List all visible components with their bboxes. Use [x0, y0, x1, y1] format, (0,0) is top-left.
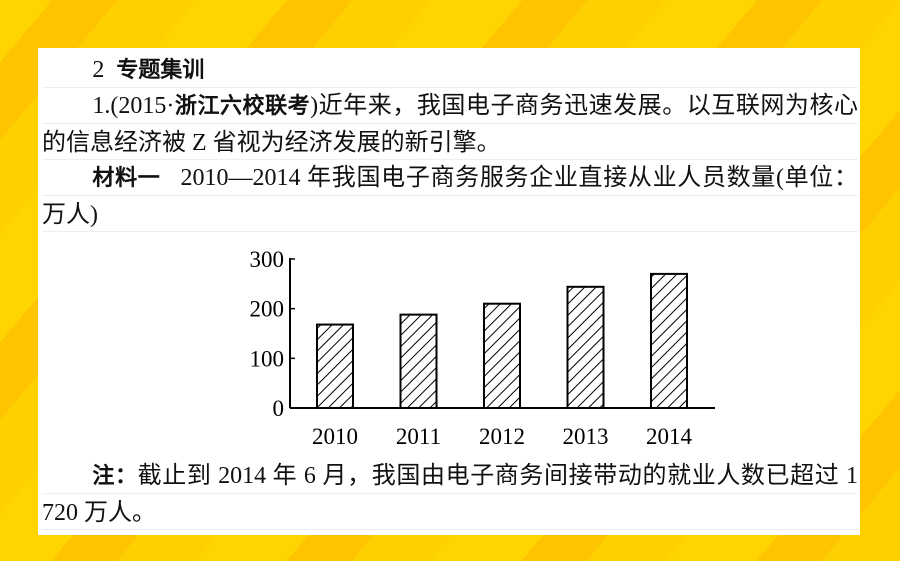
question-number: 1.(2015·	[92, 93, 175, 119]
content-panel: 2 专题集训 1.(2015·浙江六校联考)近年来，我国电子商务迅速发展。以互联…	[38, 48, 860, 535]
section-heading: 2 专题集训	[42, 52, 858, 89]
y-tick-label: 100	[250, 346, 285, 371]
y-tick-label: 300	[250, 247, 285, 272]
section-title: 专题集训	[116, 58, 205, 83]
section-number: 2	[92, 57, 105, 83]
x-tick-label: 2010	[312, 424, 358, 449]
y-tick-label: 200	[250, 297, 285, 322]
material-text: 2010—2014 年我国电子商务服务企业直接从业人员数量(单位：万人)	[42, 165, 858, 228]
x-tick-label: 2013	[563, 424, 609, 449]
x-tick-label: 2011	[396, 424, 441, 449]
y-tick-label: 0	[273, 396, 285, 421]
bar	[399, 313, 438, 410]
question-text: )近年来，我国电子商务迅速发展。以互联网为核心的信息经济被 Z 省视为经济发展的…	[42, 93, 858, 156]
note-label: 注：	[92, 464, 138, 489]
question-source: 浙江六校联考	[174, 94, 311, 119]
bar	[566, 285, 605, 409]
bar	[483, 302, 521, 410]
bar	[316, 323, 354, 409]
note-text: 截止到 2014 年 6 月，我国由电子商务间接带动的就业人数已超过 1 720…	[42, 463, 858, 526]
material: 材料一 2010—2014 年我国电子商务服务企业直接从业人员数量(单位：万人)	[42, 160, 858, 233]
x-tick-label: 2014	[646, 424, 693, 449]
note: 注：截止到 2014 年 6 月，我国由电子商务间接带动的就业人数已超过 1 7…	[42, 458, 858, 531]
bar	[650, 272, 688, 409]
material-label: 材料一	[92, 166, 161, 191]
x-tick-label: 2012	[479, 424, 525, 449]
question: 1.(2015·浙江六校联考)近年来，我国电子商务迅速发展。以互联网为核心的信息…	[42, 88, 858, 161]
